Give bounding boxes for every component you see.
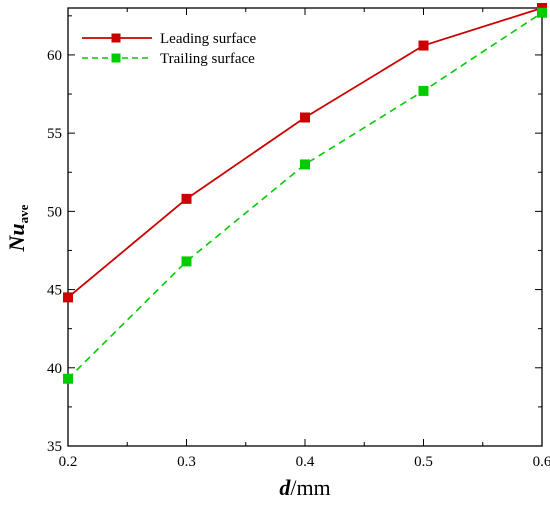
series-line-1 [67, 12, 543, 380]
y-tick-label: 40 [47, 361, 62, 377]
legend-marker-leading [111, 33, 121, 43]
series-0-point [300, 112, 310, 123]
y-tick-label: 35 [47, 439, 62, 455]
series-0-point [418, 40, 429, 51]
legend: Leading surface Trailing surface [82, 31, 257, 67]
legend-marker-trailing [111, 53, 121, 63]
y-axis-main: Nu [4, 223, 29, 252]
x-axis-title: d/mm [279, 475, 330, 500]
x-tick-label: 0.3 [177, 454, 196, 470]
series-0-point [181, 193, 192, 204]
y-tick-label: 60 [47, 48, 62, 64]
series-group [63, 3, 547, 384]
series-1-point [418, 85, 429, 96]
y-axis-title: Nuave [4, 204, 31, 252]
series-1-point [181, 256, 192, 267]
x-tick-label: 0.5 [414, 454, 433, 470]
x-tick-label: 0.2 [59, 454, 78, 470]
y-axis-sub: ave [16, 204, 31, 223]
tick-group: 0.2 0.3 0.4 0.5 0.6 35 40 45 50 55 60 [47, 8, 550, 470]
x-axis-var: d [279, 475, 291, 500]
y-tick-label: 50 [47, 204, 62, 220]
legend-label-leading: Leading surface [160, 31, 257, 47]
x-tick-label: 0.6 [533, 454, 550, 470]
plot-area [67, 7, 543, 447]
series-1-point [63, 373, 73, 384]
legend-label-trailing: Trailing surface [160, 51, 255, 67]
y-tick-label: 55 [47, 126, 62, 142]
series-1-point [300, 159, 310, 170]
x-tick-label: 0.4 [296, 454, 315, 470]
series-1-point [537, 7, 547, 18]
x-axis-unit: /mm [290, 475, 330, 500]
series-0-point [63, 292, 73, 303]
y-tick-label: 45 [47, 283, 62, 299]
